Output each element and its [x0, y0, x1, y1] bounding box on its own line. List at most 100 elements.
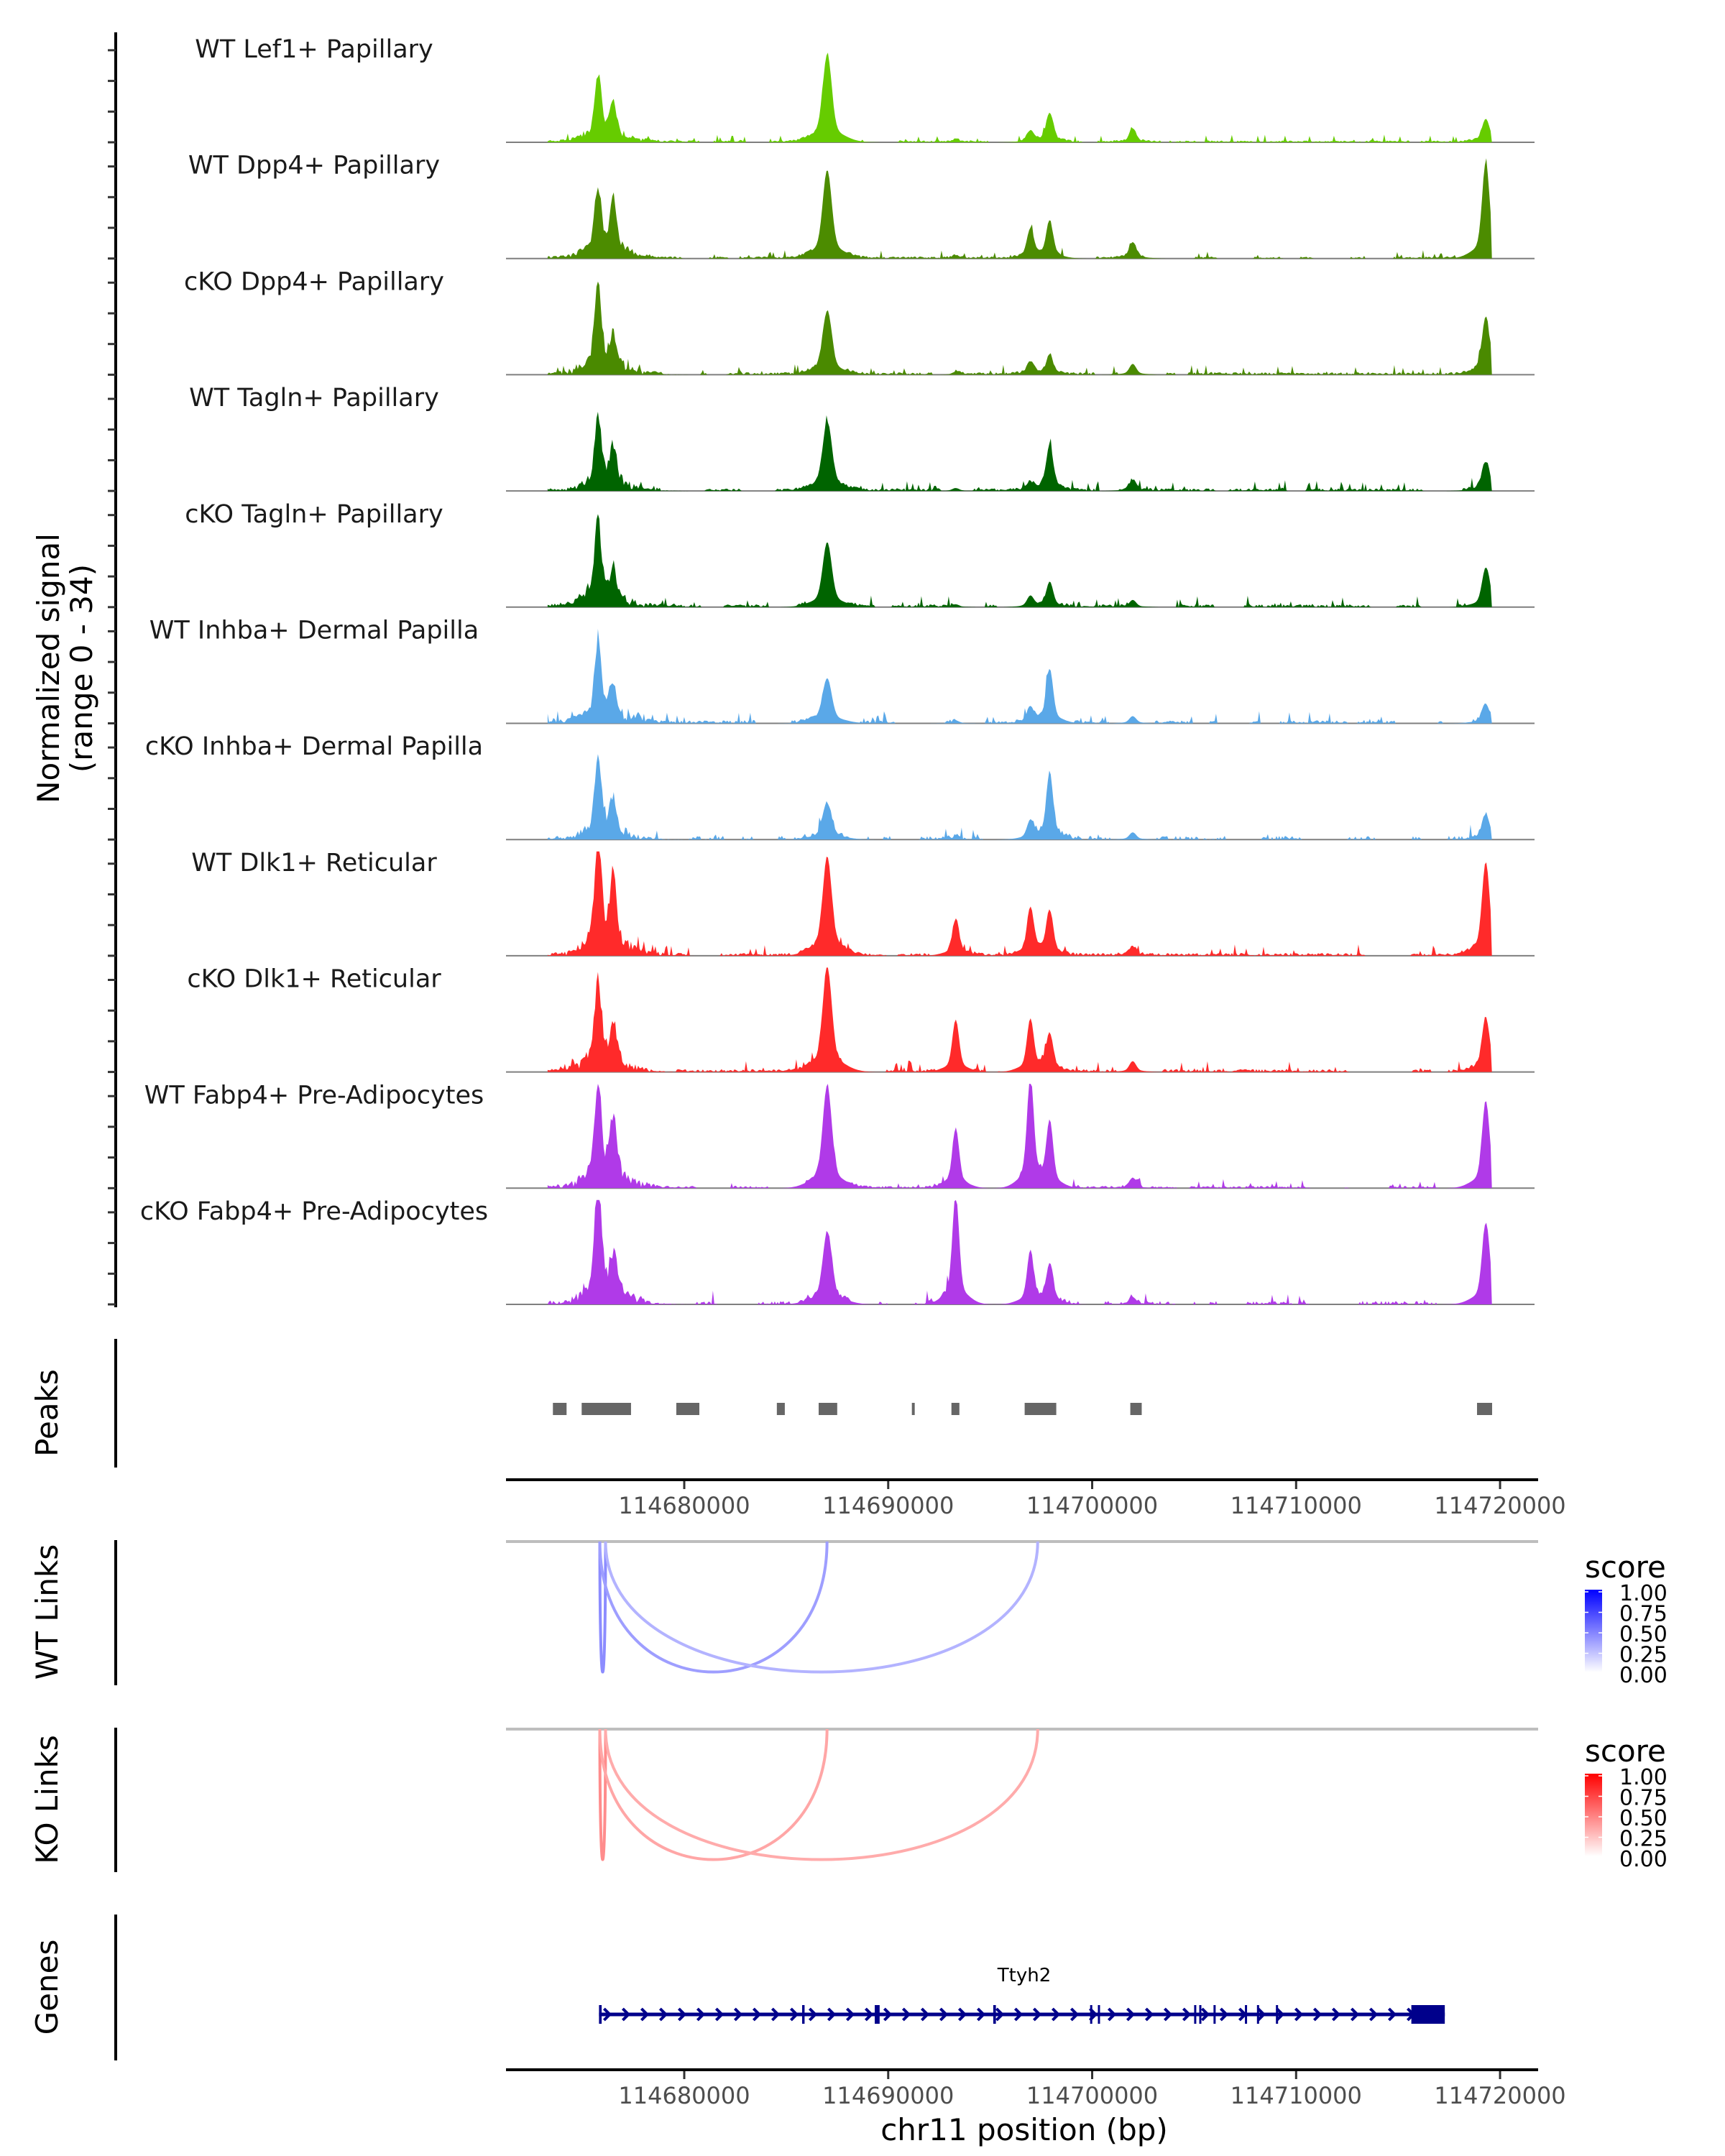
- peak-region: [1476, 1403, 1492, 1415]
- strand-arrow-icon: [752, 2007, 762, 2022]
- x-tick-label: 114720000: [1434, 2082, 1565, 2109]
- ko-legend-title: score: [1585, 1733, 1666, 1769]
- link-arc: [598, 1728, 829, 1861]
- exon: [993, 2005, 996, 2024]
- track-label: WT Dlk1+ Reticular: [191, 849, 437, 877]
- y-axis-title: Normalized signal (range 0 - 34): [31, 533, 99, 803]
- signal-y-axis: [108, 32, 117, 1307]
- exon: [875, 2005, 880, 2024]
- link-arc: [598, 1541, 607, 1674]
- strand-arrow-icon: [1107, 2007, 1117, 2022]
- track-label: WT Fabp4+ Pre-Adipocytes: [144, 1081, 484, 1110]
- wt-links-track-title: WT Links: [29, 1544, 65, 1680]
- x-tick-label: 114720000: [1434, 1492, 1565, 1519]
- peak-region: [776, 1403, 785, 1415]
- strand-arrow-icon: [939, 2007, 949, 2022]
- track-label: cKO Dlk1+ Reticular: [187, 965, 441, 994]
- exon: [599, 2005, 602, 2024]
- legend-tick-label: 1.00: [1619, 1765, 1668, 1790]
- genes-track-title: Genes: [29, 1940, 65, 2035]
- genes-panel: Genes Ttyh2 114680000 114690000 114700000 1…: [29, 1915, 1566, 2147]
- gene-model-ttyh2: [599, 2005, 1445, 2024]
- strand-arrow-icon: [1312, 2007, 1322, 2022]
- peak-region: [1130, 1403, 1142, 1415]
- legend-tick-label: 0.50: [1619, 1622, 1668, 1647]
- coverage-area: [547, 754, 1492, 840]
- strand-arrow-icon: [1387, 2007, 1397, 2022]
- ko-links-panel: KO Links score 1.000.750.500.250.00: [29, 1728, 1668, 1872]
- peaks-track-title: Peaks: [29, 1369, 65, 1457]
- link-arc: [598, 1728, 607, 1861]
- legend-tick-label: 0.50: [1619, 1806, 1668, 1831]
- strand-arrow-icon: [1163, 2007, 1173, 2022]
- gene-name-label: Ttyh2: [997, 1965, 1051, 1986]
- exon: [1411, 2005, 1445, 2024]
- strand-arrow-icon: [1051, 2007, 1061, 2022]
- coverage-area: [547, 967, 1492, 1072]
- ko-links-track-title: KO Links: [29, 1735, 65, 1864]
- coverage-area: [547, 412, 1492, 492]
- exon: [1256, 2005, 1259, 2024]
- exon: [1199, 2005, 1202, 2024]
- legend-tick-label: 0.75: [1619, 1786, 1668, 1811]
- strand-arrow-icon: [770, 2007, 781, 2022]
- track-label: WT Lef1+ Papillary: [195, 35, 433, 64]
- strand-arrow-icon: [1368, 2007, 1379, 2022]
- track-label: WT Dpp4+ Papillary: [188, 152, 440, 180]
- legend-colorbar: [1585, 1774, 1602, 1856]
- wt-links-panel: WT Links score 1.000.750.500.250.00: [29, 1540, 1668, 1688]
- peak-region: [911, 1403, 915, 1415]
- legend-tick-label: 0.25: [1619, 1827, 1668, 1852]
- x-tick-label: 114700000: [1026, 2082, 1158, 2109]
- coverage-tracks: [506, 52, 1535, 1305]
- link-arc: [604, 1541, 1039, 1674]
- y-axis-title-line2: (range 0 - 34): [64, 564, 99, 773]
- link-arc: [598, 1541, 829, 1674]
- x-tick-label: 114690000: [822, 2082, 954, 2109]
- strand-arrow-icon: [1350, 2007, 1360, 2022]
- wt-link-arcs: [598, 1541, 1039, 1674]
- strand-arrow-icon: [1256, 2007, 1266, 2022]
- strand-arrow-icon: [696, 2007, 706, 2022]
- strand-arrow-icon: [1070, 2007, 1080, 2022]
- coverage-area: [547, 629, 1492, 724]
- legend-tick-label: 0.00: [1619, 1663, 1668, 1688]
- x-tick-label: 114700000: [1026, 1492, 1158, 1519]
- strand-arrow-icon: [1219, 2007, 1229, 2022]
- legend-tick-label: 0.75: [1619, 1602, 1668, 1627]
- strand-arrow-icon: [845, 2007, 855, 2022]
- peaks-x-ticks: 114680000 114690000 114700000 114710000 1147…: [618, 1481, 1566, 1519]
- peak-region: [581, 1403, 631, 1415]
- track-label: cKO Inhba+ Dermal Papilla: [145, 732, 483, 761]
- strand-arrow-icon: [920, 2007, 930, 2022]
- strand-arrow-icon: [1200, 2007, 1210, 2022]
- track-label: WT Inhba+ Dermal Papilla: [150, 617, 479, 645]
- genes-x-ticks: 114680000 114690000 114700000 114710000 1147…: [618, 2071, 1566, 2109]
- x-tick-label: 114710000: [1230, 1492, 1362, 1519]
- exon: [1213, 2005, 1216, 2024]
- x-tick-label: 114690000: [822, 1492, 954, 1519]
- peak-region: [553, 1403, 567, 1415]
- strand-arrow-icon: [1275, 2007, 1285, 2022]
- x-tick-label: 114710000: [1230, 2082, 1362, 2109]
- track-label: cKO Fabp4+ Pre-Adipocytes: [140, 1197, 488, 1226]
- strand-arrow-icon: [1013, 2007, 1024, 2022]
- exon: [1245, 2005, 1248, 2024]
- wt-score-legend: score 1.000.750.500.250.00: [1585, 1549, 1668, 1688]
- strand-arrow-icon: [957, 2007, 967, 2022]
- coverage-area: [547, 1084, 1492, 1189]
- strand-arrow-icon: [901, 2007, 911, 2022]
- strand-arrow-icon: [640, 2007, 650, 2022]
- peak-region: [676, 1403, 700, 1415]
- strand-arrow-icon: [733, 2007, 743, 2022]
- ko-link-arcs: [598, 1728, 1039, 1861]
- peak-region: [1024, 1403, 1057, 1415]
- coverage-area: [547, 158, 1492, 259]
- peak-region: [819, 1403, 837, 1415]
- strand-arrow-icon: [1331, 2007, 1341, 2022]
- coverage-area: [547, 281, 1492, 375]
- coverage-area: [547, 1199, 1492, 1304]
- wt-legend-title: score: [1585, 1549, 1666, 1585]
- track-label: WT Tagln+ Papillary: [189, 384, 439, 413]
- strand-arrow-icon: [677, 2007, 687, 2022]
